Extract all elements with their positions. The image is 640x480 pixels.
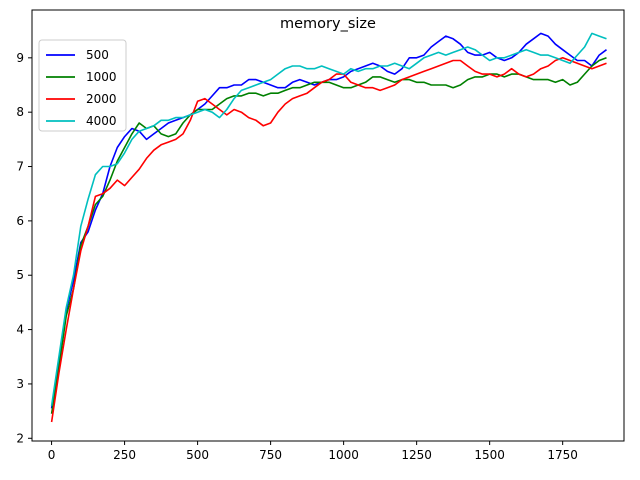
x-tick-label: 250 (113, 448, 136, 462)
x-tick-label: 1250 (401, 448, 432, 462)
series-line-1000 (50, 57, 607, 414)
y-axis: 2 3 4 5 6 7 8 9 (16, 51, 32, 445)
legend-box (38, 39, 127, 132)
axes-frame (31, 9, 625, 442)
x-tick-label: 1500 (474, 448, 505, 462)
legend-label-500: 500 (86, 48, 109, 62)
y-tick-label: 2 (16, 431, 24, 445)
series-line-4000 (50, 32, 607, 406)
y-tick-label: 5 (16, 268, 24, 282)
x-tick-label: 1750 (547, 448, 578, 462)
x-tick-label: 500 (186, 448, 209, 462)
y-tick-label: 4 (16, 323, 24, 337)
x-axis: 0 250 500 750 1000 1250 1500 1750 (48, 441, 578, 462)
legend-label-1000: 1000 (86, 70, 117, 84)
plot-area (50, 32, 607, 423)
x-tick-label: 1000 (328, 448, 359, 462)
y-tick-label: 8 (16, 105, 24, 119)
legend: 500 1000 2000 4000 (38, 39, 127, 132)
x-tick-label: 750 (259, 448, 282, 462)
chart-title: memory_size (280, 16, 376, 32)
y-tick-label: 3 (16, 377, 24, 391)
series-line-2000 (50, 56, 607, 423)
legend-label-4000: 4000 (86, 114, 117, 128)
legend-label-2000: 2000 (86, 92, 117, 106)
y-tick-label: 9 (16, 51, 24, 65)
x-tick-label: 0 (48, 448, 56, 462)
y-tick-label: 6 (16, 214, 24, 228)
y-tick-label: 7 (16, 160, 24, 174)
